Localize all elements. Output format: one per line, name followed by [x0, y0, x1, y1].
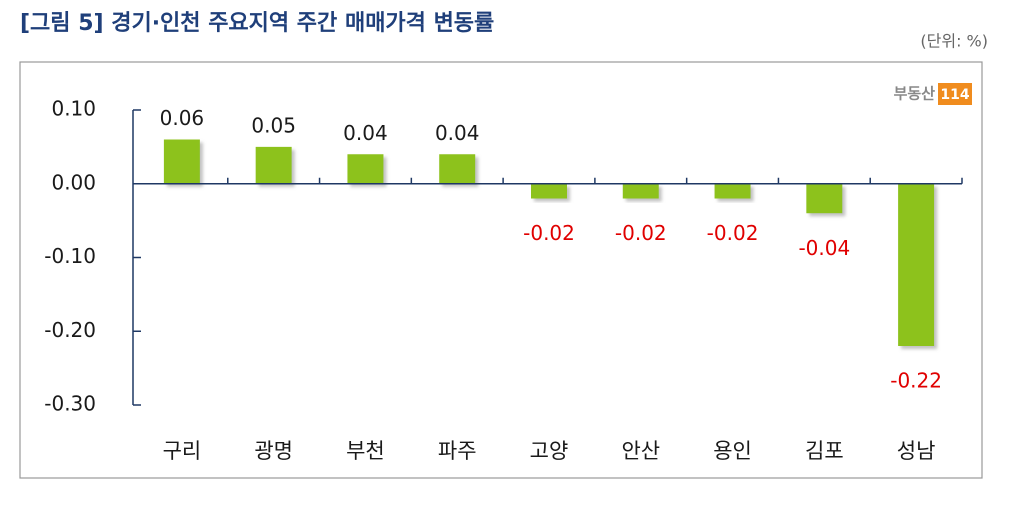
logo: 부동산: [894, 85, 936, 103]
value-label: -0.04: [798, 236, 850, 260]
bar: [439, 154, 476, 184]
value-label: 0.04: [343, 121, 388, 145]
bar: [255, 146, 292, 184]
value-label: -0.02: [523, 221, 575, 245]
value-label: 0.06: [160, 106, 205, 130]
logo-badge: 114: [940, 87, 969, 103]
value-label: 0.04: [435, 121, 480, 145]
y-tick-label: -0.20: [44, 318, 96, 342]
chart-title: [그림 5] 경기·인천 주요지역 주간 매매가격 변동률: [20, 11, 494, 36]
x-tick-label: 부천: [346, 439, 385, 463]
x-tick-label: 성남: [897, 439, 936, 463]
y-tick-label: 0.10: [51, 97, 96, 121]
unit-label: (단위: %): [920, 32, 988, 51]
bar: [898, 183, 935, 346]
plot-frame: [19, 61, 983, 479]
bar: [622, 183, 659, 199]
x-tick-label: 용인: [713, 439, 752, 463]
y-tick-label: 0.00: [51, 170, 96, 194]
x-tick-label: 고양: [530, 439, 569, 463]
bar: [714, 183, 751, 199]
logo-badge-bg: [938, 83, 972, 105]
value-label: -0.02: [615, 221, 667, 245]
x-tick-label: 안산: [621, 439, 660, 463]
y-tick-label: -0.10: [44, 244, 96, 268]
x-tick-label: 광명: [254, 439, 293, 463]
value-label: -0.02: [707, 221, 759, 245]
x-tick-label: 파주: [438, 439, 477, 463]
x-tick-label: 구리: [163, 439, 202, 463]
value-label: -0.22: [890, 369, 942, 393]
bar: [806, 183, 843, 214]
bar: [347, 154, 384, 184]
value-label: 0.05: [251, 113, 296, 137]
y-tick-label: -0.30: [44, 392, 96, 416]
x-tick-label: 김포: [805, 439, 844, 463]
bar: [163, 139, 200, 184]
bar: [531, 183, 567, 199]
